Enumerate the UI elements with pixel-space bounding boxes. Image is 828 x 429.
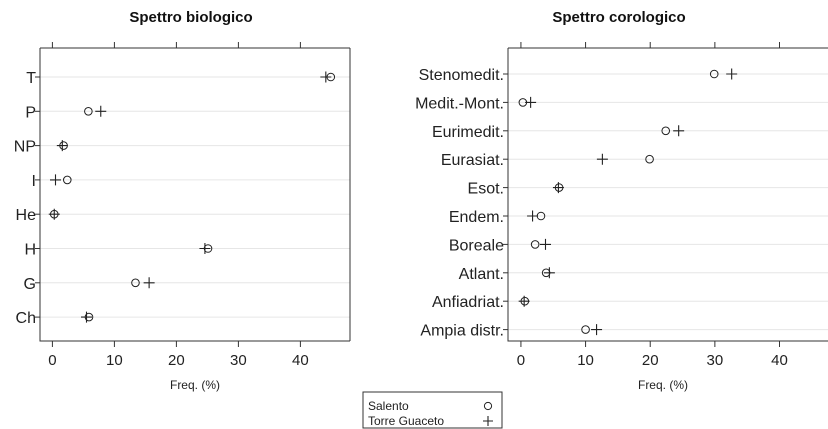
category-label-atlant: Atlant.	[459, 266, 504, 283]
point-torre-guaceto-h	[199, 243, 211, 254]
point-torre-guaceto-anfiadriat	[518, 295, 530, 307]
category-label-ch: Ch	[16, 310, 36, 327]
point-torre-guaceto-t	[320, 71, 332, 83]
x-tick-label: 30	[230, 352, 247, 369]
point-salento-eurasiat	[645, 154, 654, 164]
point-torre-guaceto-esot	[552, 182, 564, 194]
x-tick-label: 30	[707, 352, 724, 369]
legend-label-salento: Salento	[368, 399, 409, 413]
category-label-p: P	[25, 104, 36, 121]
point-torre-guaceto-ch	[81, 311, 92, 323]
point-salento-i	[62, 175, 72, 185]
point-torre-guaceto-medit-mont	[525, 96, 537, 108]
category-label-esot: Esot.	[468, 181, 504, 198]
point-salento-p	[84, 107, 93, 116]
x-tick-label: 40	[292, 352, 309, 369]
category-label-eurimedit: Eurimedit.	[432, 124, 504, 141]
point-torre-guaceto-he	[48, 208, 60, 220]
point-torre-guaceto-i	[50, 174, 61, 186]
plot-frame	[507, 47, 828, 342]
x-tick-label: 0	[517, 352, 525, 369]
category-label-boreale: Boreale	[449, 237, 504, 254]
point-torre-guaceto-eurimedit	[673, 125, 685, 137]
category-label-np: NP	[14, 139, 36, 156]
point-torre-guaceto-np	[56, 140, 68, 152]
panel-spettro-corologico: Spettro corologico 0 10 20 30 40 Stenomedit. Me…	[415, 9, 828, 392]
category-label-ampia-distr: Ampia distr.	[420, 323, 504, 340]
panel-title: Spettro biologico	[129, 9, 252, 26]
legend-marker-circle	[483, 401, 493, 411]
panel-spettro-biologico: Spettro biologico 0 10 20 30 40 TP NP I He HG Ch Fre…	[14, 9, 351, 392]
point-torre-guaceto-ampia-distr	[591, 324, 603, 336]
category-label-anfiadriat: Anfiadriat.	[432, 294, 504, 311]
category-label-t: T	[26, 70, 36, 87]
panel-title: Spettro corologico	[552, 9, 685, 26]
category-label-h: H	[24, 242, 36, 259]
point-torre-guaceto-endem	[527, 210, 539, 222]
point-salento-stenomedit	[709, 69, 719, 79]
category-label-he: He	[16, 207, 37, 224]
point-torre-guaceto-eurasiat	[596, 153, 608, 165]
x-tick-label: 40	[771, 352, 788, 369]
x-tick-label: 10	[577, 352, 594, 369]
point-torre-guaceto-atlant	[543, 267, 555, 279]
point-salento-boreale	[530, 240, 540, 249]
category-label-i: I	[32, 173, 36, 190]
point-salento-eurimedit	[661, 126, 671, 136]
x-axis-title: Freq. (%)	[170, 378, 220, 392]
point-torre-guaceto-g	[143, 277, 155, 289]
legend-label-torre-guaceto: Torre Guaceto	[368, 414, 444, 428]
category-label-stenomedit: Stenomedit.	[419, 67, 504, 84]
category-label-g: G	[24, 276, 36, 293]
x-axis-title: Freq. (%)	[638, 378, 688, 392]
point-salento-g	[131, 278, 140, 288]
point-salento-ampia-distr	[581, 325, 590, 334]
point-torre-guaceto-boreale	[539, 238, 551, 250]
category-label-eurasiat: Eurasiat.	[441, 152, 504, 169]
x-tick-label: 0	[48, 352, 56, 369]
x-tick-label: 10	[106, 352, 123, 369]
plot-frame	[39, 47, 351, 342]
point-torre-guaceto-p	[95, 105, 107, 117]
legend-marker-plus	[483, 416, 493, 426]
category-label-medit-mont: Medit.-Mont.	[415, 95, 504, 112]
x-tick-label: 20	[168, 352, 185, 369]
x-tick-label: 20	[642, 352, 659, 369]
category-label-endem: Endem.	[449, 209, 504, 226]
legend-box	[362, 391, 503, 429]
point-torre-guaceto-stenomedit	[726, 68, 738, 80]
